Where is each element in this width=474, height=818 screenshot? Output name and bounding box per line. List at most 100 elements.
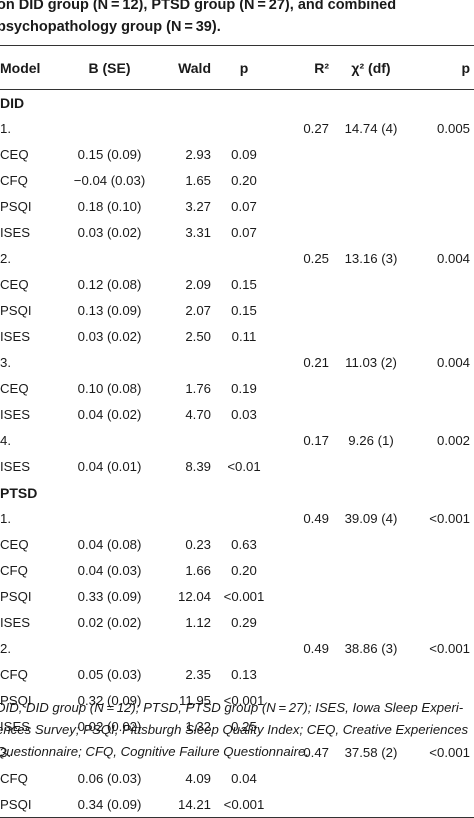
predictor-row: PSQI 0.34 (0.09) 14.21 <0.001 xyxy=(0,791,474,818)
cell-r-squared xyxy=(273,142,333,168)
cell-model: ISES xyxy=(0,615,31,630)
footnote-line: ences Survey; PSQI, Pittsburgh Sleep Qua… xyxy=(0,722,469,737)
footnote-line: Questionnaire; CFQ, Cognitive Failure Qu… xyxy=(0,744,309,759)
cell-wald: 2.93 xyxy=(185,147,211,162)
cell-r-squared: 0.25 xyxy=(303,251,329,266)
cell-b-se: 0.04 (0.02) xyxy=(77,407,142,422)
cell-chi-square-df: 13.16 (3) xyxy=(344,251,398,266)
cell-p-value: 0.09 xyxy=(231,147,257,162)
cell-chi-square-df xyxy=(333,168,409,194)
cell-model-p-value xyxy=(409,584,474,610)
cell-model-p-value xyxy=(409,480,474,506)
table-header: Model B (SE) Wald p R² χ² (df) p xyxy=(0,45,474,90)
header-chi-square-df: χ² (df) xyxy=(333,45,409,90)
cell-b-se xyxy=(62,636,157,662)
cell-model: 2. xyxy=(0,251,11,266)
cell-b-se: 0.03 (0.02) xyxy=(77,225,142,240)
cell-model: PSQI xyxy=(0,693,32,708)
cell-r-squared xyxy=(273,220,333,246)
cell-p-value: 0.07 xyxy=(231,199,257,214)
cell-p-value: 0.11 xyxy=(231,329,257,344)
cell-chi-square-df xyxy=(333,662,409,688)
cell-model: ISES xyxy=(0,459,31,474)
cell-p-value: 0.15 xyxy=(231,277,257,292)
cell-model: 2. xyxy=(0,641,11,656)
cell-model: 3. xyxy=(0,355,11,370)
model-row: 3. 0.47 37.58 (2) <0.001 xyxy=(0,740,474,766)
cell-model: ISES xyxy=(0,719,31,734)
predictor-row: CFQ 0.06 (0.03) 4.09 0.04 xyxy=(0,766,474,792)
cell-p-value: 0.07 xyxy=(231,225,257,240)
table-caption: on DID group (N = 12), PTSD group (N = 2… xyxy=(0,0,474,38)
cell-p-value: 0.29 xyxy=(231,615,257,630)
cell-chi-square-df: 38.86 (3) xyxy=(344,641,398,656)
cell-p-value xyxy=(215,116,273,142)
cell-wald: 4.09 xyxy=(185,771,211,786)
cell-chi-square-df xyxy=(333,766,409,792)
cell-r-squared xyxy=(273,584,333,610)
predictor-row: ISES 0.04 (0.02) 4.70 0.03 xyxy=(0,402,474,428)
model-row: 2. 0.49 38.86 (3) <0.001 xyxy=(0,636,474,662)
cell-chi-square-df xyxy=(333,194,409,220)
cell-r-squared xyxy=(273,558,333,584)
cell-wald: 2.35 xyxy=(185,667,211,682)
cell-model-p-value xyxy=(409,791,474,818)
cell-p-value: 0.15 xyxy=(231,303,257,318)
cell-p-value xyxy=(215,506,273,532)
cell-model-p-value xyxy=(409,558,474,584)
cell-model: PSQI xyxy=(0,791,62,818)
predictor-row: ISES 0.02 (0.02) 1.32 0.25 xyxy=(0,714,474,740)
cell-wald xyxy=(157,116,215,142)
cell-chi-square-df xyxy=(333,376,409,402)
cell-r-squared: 0.21 xyxy=(303,355,329,370)
cell-model-p-value: 0.004 xyxy=(436,355,470,370)
cell-chi-square-df xyxy=(333,272,409,298)
cell-model-p-value xyxy=(409,532,474,558)
cell-model-p-value: 0.002 xyxy=(436,433,470,448)
cell-p-value: <0.001 xyxy=(223,589,265,604)
cell-model: CFQ xyxy=(0,667,28,682)
cell-model-p-value xyxy=(409,298,474,324)
cell-b-se: 0.05 (0.03) xyxy=(77,667,142,682)
cell-model-p-value xyxy=(409,662,474,688)
cell-chi-square-df xyxy=(333,610,409,636)
cell-p-value xyxy=(215,350,273,376)
cell-r-squared xyxy=(273,298,333,324)
footnote-line: DID, DID group (N = 12); PTSD, PTSD grou… xyxy=(0,700,464,715)
cell-model: ISES xyxy=(0,329,31,344)
cell-p-value: 0.13 xyxy=(231,667,257,682)
cell-model-p-value: <0.001 xyxy=(429,745,470,760)
cell-p-value: 0.63 xyxy=(231,537,257,552)
cell-r-squared xyxy=(273,194,333,220)
cell-b-se: 0.02 (0.02) xyxy=(77,719,142,734)
cell-model-p-value xyxy=(409,168,474,194)
cell-r-squared: 0.27 xyxy=(303,121,329,136)
cell-chi-square-df xyxy=(333,220,409,246)
cell-r-squared xyxy=(273,402,333,428)
cell-wald: 4.70 xyxy=(185,407,211,422)
cell-b-se: 0.06 (0.03) xyxy=(77,771,142,786)
cell-model-p-value: <0.001 xyxy=(429,511,470,526)
cell-b-se xyxy=(62,480,157,506)
cell-r-squared xyxy=(273,532,333,558)
cell-b-se: 0.12 (0.08) xyxy=(77,277,142,292)
predictor-row: ISES 0.04 (0.01) 8.39 <0.01 xyxy=(0,454,474,480)
cell-model-p-value xyxy=(409,610,474,636)
cell-b-se: 0.04 (0.03) xyxy=(77,563,142,578)
cell-model-p-value xyxy=(409,90,474,116)
cell-model-p-value xyxy=(409,766,474,792)
cell-r-squared: 0.47 xyxy=(303,745,329,760)
cell-b-se xyxy=(62,428,157,454)
cell-p-value: <0.01 xyxy=(227,459,261,474)
cell-chi-square-df: 14.74 (4) xyxy=(344,121,398,136)
cell-r-squared xyxy=(273,90,333,116)
model-row: 1. 0.49 39.09 (4) <0.001 xyxy=(0,506,474,532)
caption-line: psychopathology group (N = 39). xyxy=(0,19,221,35)
header-wald: Wald xyxy=(157,45,215,90)
cell-model-p-value xyxy=(409,142,474,168)
cell-p-value: <0.001 xyxy=(223,693,265,708)
cell-model-p-value xyxy=(409,194,474,220)
cell-p-value: 0.19 xyxy=(231,381,257,396)
cell-b-se: 0.18 (0.10) xyxy=(77,199,142,214)
cell-chi-square-df xyxy=(333,402,409,428)
